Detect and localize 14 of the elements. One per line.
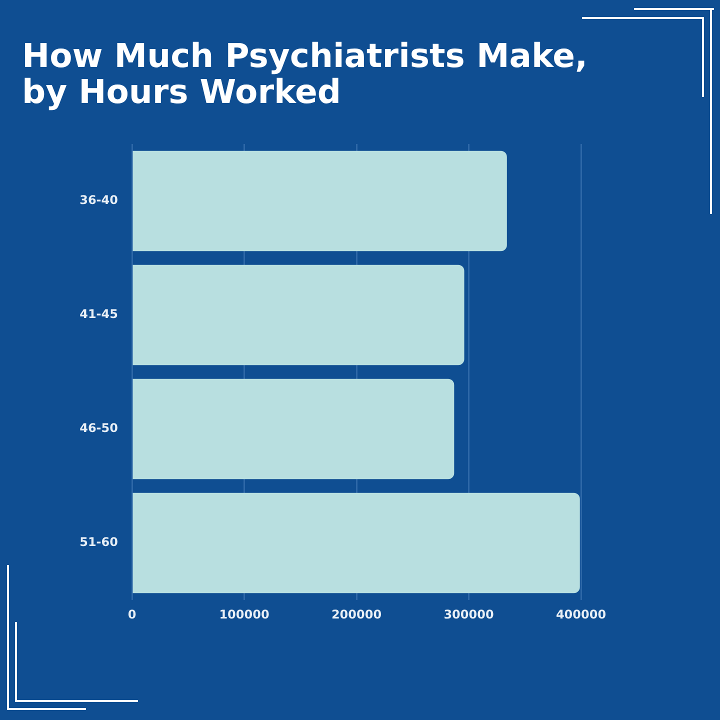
bar [132, 378, 454, 480]
x-tick-label: 0 [128, 607, 136, 622]
bar [132, 492, 580, 594]
y-tick-label: 46-50 [80, 421, 118, 436]
y-tick-label: 41-45 [80, 307, 118, 322]
x-tick-label: 100000 [219, 607, 270, 622]
y-tick-label: 36-40 [80, 193, 118, 208]
x-tick-label: 300000 [444, 607, 494, 622]
y-tick-label: 51-60 [80, 535, 118, 550]
bar [132, 150, 507, 252]
bar [132, 264, 464, 366]
x-tick-label: 400000 [556, 607, 606, 622]
x-tick-label: 200000 [331, 607, 382, 622]
chart-title: How Much Psychiatrists Make, by Hours Worked [22, 36, 589, 111]
